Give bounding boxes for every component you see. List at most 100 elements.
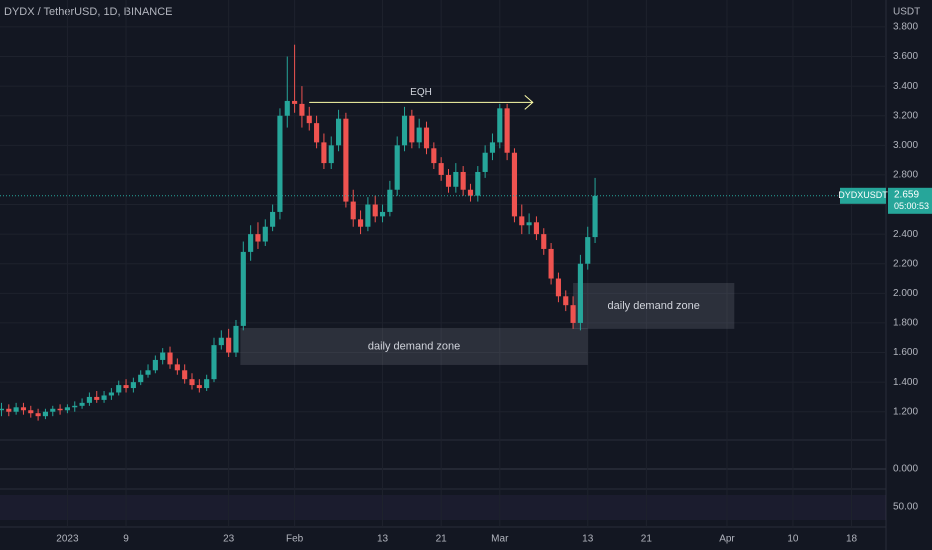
x-tick-label: 13 [377, 534, 389, 545]
y-tick-label: 3.400 [893, 81, 918, 92]
candle-body [130, 382, 136, 389]
y-tick-label: 1.200 [893, 406, 918, 417]
x-tick-label: 13 [582, 534, 594, 545]
candle-body [401, 115, 408, 146]
price-tag [888, 187, 932, 214]
y-tick-label: 3.600 [893, 51, 918, 62]
candle-body [306, 115, 312, 124]
candle-body [387, 189, 393, 212]
candle-body [379, 211, 386, 217]
rsi-axis-label: 50.00 [893, 502, 918, 513]
candle-body [328, 145, 334, 164]
candle-body [277, 115, 283, 212]
candle-body [20, 407, 27, 411]
candle-body [357, 219, 364, 227]
candle-body [541, 234, 547, 249]
candle-body [211, 345, 217, 380]
candle-body [336, 118, 342, 146]
demand-zone [240, 327, 588, 365]
candle-body [233, 325, 239, 353]
candle-body [255, 234, 261, 242]
candle-body [460, 171, 466, 190]
x-tick-label: Feb [286, 534, 304, 545]
candle-body [182, 370, 188, 380]
x-tick-label: Apr [719, 534, 735, 545]
y-tick-label: 2.800 [893, 170, 918, 181]
candle-body [438, 163, 444, 175]
candle-body [0, 408, 5, 411]
countdown: 05:00:53 [894, 201, 929, 211]
candle-body [79, 402, 85, 406]
candle-body [475, 171, 481, 196]
macd-axis-label: 0.000 [893, 464, 918, 475]
candle-body [445, 174, 452, 187]
x-tick-label: 9 [123, 534, 129, 545]
candle-body [13, 407, 19, 412]
candle-body [138, 374, 144, 383]
candle-body [50, 408, 56, 412]
candle-body [526, 222, 532, 226]
candle-body [226, 337, 232, 353]
candle-body [42, 411, 49, 417]
candle-body [555, 278, 561, 297]
x-tick-label: 10 [787, 534, 799, 545]
currency-label: USDT [893, 7, 920, 18]
y-tick-label: 2.000 [893, 288, 918, 299]
candle-body [511, 152, 518, 217]
candle-body [123, 385, 129, 389]
candle-body [101, 395, 107, 400]
candle-body [86, 396, 92, 403]
candle-body [431, 148, 437, 164]
candle-body [270, 211, 276, 227]
rsi-band [0, 495, 886, 520]
chart-title: DYDX / TetherUSD, 1D, BINANCE [4, 6, 173, 18]
candle-body [167, 352, 173, 365]
x-tick-label: 23 [223, 534, 235, 545]
y-tick-label: 3.000 [893, 140, 918, 151]
candle-body [365, 204, 371, 227]
candle-body [497, 108, 503, 143]
candle-body [570, 305, 576, 323]
candle-body [284, 100, 290, 116]
candle-body [196, 385, 202, 389]
candle-body [409, 115, 415, 143]
candle-body [467, 189, 474, 196]
candle-body [64, 407, 70, 411]
y-tick-label: 1.800 [893, 318, 918, 329]
candle-body [394, 145, 400, 190]
y-tick-label: 2.400 [893, 229, 918, 240]
candle-body [160, 352, 166, 360]
x-tick-label: 18 [846, 534, 858, 545]
candle-body [372, 204, 378, 217]
candle-body [299, 103, 305, 116]
candle-body [416, 127, 422, 143]
last-price: 2.659 [894, 189, 919, 200]
candle-body [240, 251, 246, 326]
candle-body [28, 410, 34, 414]
candle-body [35, 413, 41, 417]
y-tick-label: 2.200 [893, 258, 918, 269]
candle-body [533, 222, 540, 235]
y-tick-label: 1.600 [893, 347, 918, 358]
x-tick-label: 21 [436, 534, 448, 545]
candle-body [174, 364, 180, 371]
candle-body [585, 237, 591, 264]
candle-body [152, 359, 158, 371]
symbol-label: DYDXUSDT [838, 190, 888, 200]
y-tick-label: 1.400 [893, 377, 918, 388]
candle-body [453, 171, 459, 187]
candle-body [94, 396, 100, 400]
candle-body [248, 234, 254, 252]
candle-body [218, 337, 224, 346]
candle-body [343, 118, 349, 202]
candle-body [108, 392, 114, 396]
candle-body [6, 408, 12, 412]
candle-body [563, 296, 569, 306]
zone-label: daily demand zone [608, 300, 700, 312]
candle-body [423, 127, 430, 149]
x-tick-label: Mar [491, 534, 509, 545]
candle-body [519, 216, 525, 226]
candle-body [504, 108, 510, 153]
